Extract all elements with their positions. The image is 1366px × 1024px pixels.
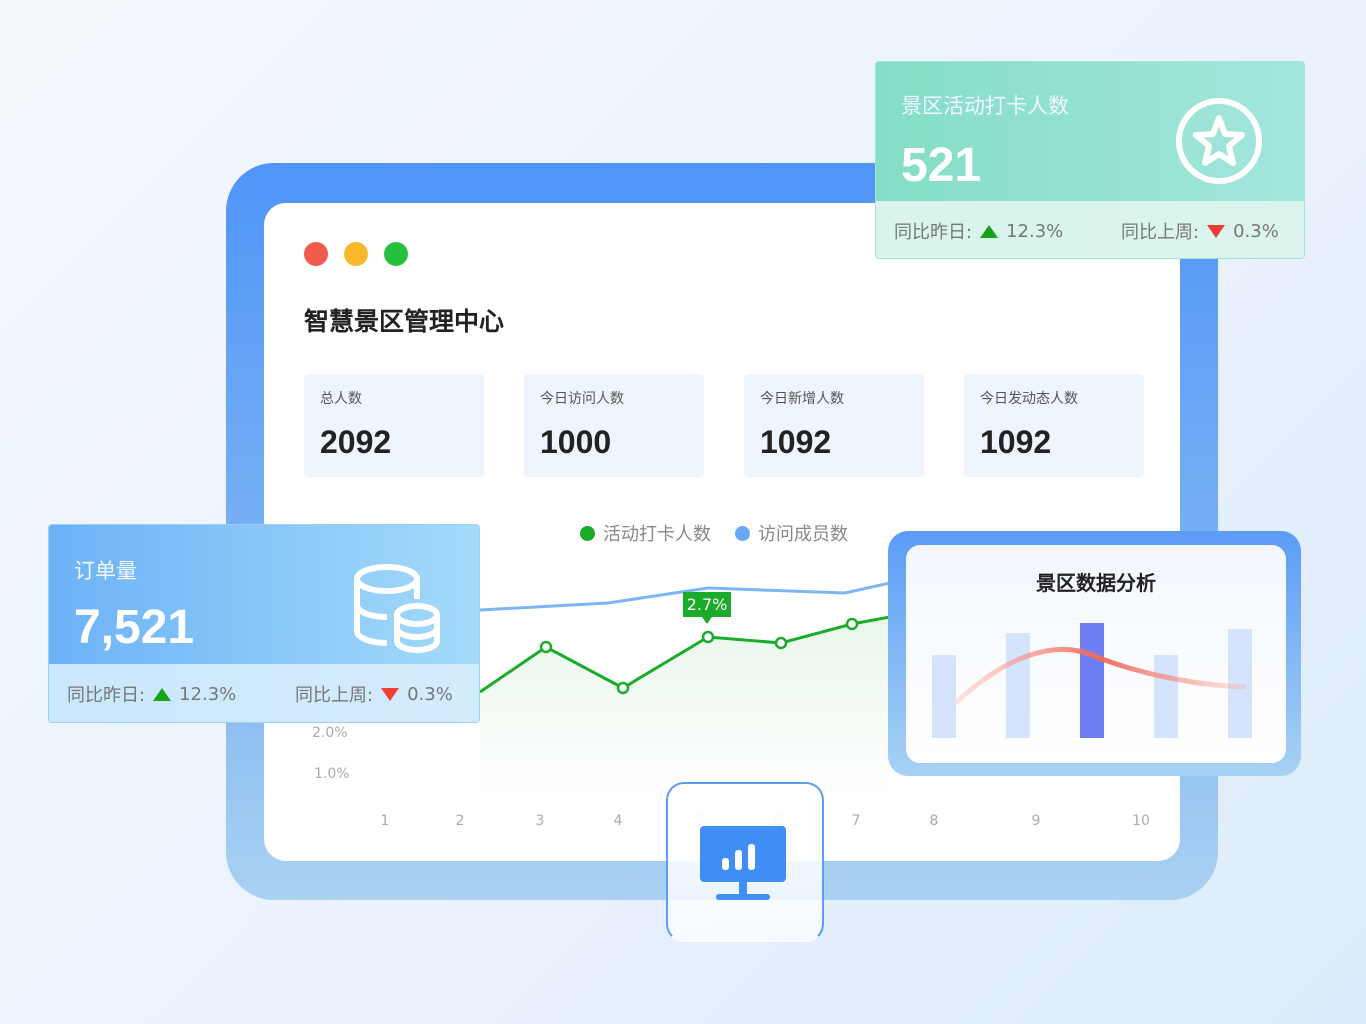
- page-title: 智慧景区管理中心: [304, 307, 505, 336]
- chart-legend: 活动打卡人数 访问成员数: [580, 520, 848, 546]
- y-tick: 2.0%: [312, 725, 348, 741]
- stat-label: 总人数: [320, 391, 362, 407]
- compare-value: 12.3%: [179, 683, 237, 705]
- mini-trend-line: [954, 646, 1247, 705]
- legend-label: 访问成员数: [758, 524, 848, 545]
- data-point: [701, 630, 715, 644]
- x-tick: 7: [852, 813, 861, 829]
- order-value: 7,521: [74, 601, 195, 654]
- stat-posts-today: 今日发动态人数 1092: [964, 374, 1144, 477]
- checkin-yesterday: 同比昨日: 12.3%: [894, 218, 1063, 244]
- x-tick: 3: [536, 813, 545, 829]
- data-point: [774, 636, 788, 650]
- stat-label: 今日访问人数: [540, 391, 624, 407]
- checkin-card: 景区活动打卡人数 521 同比昨日: 12.3% 同比上周: 0.3%: [875, 61, 1305, 259]
- checkin-label: 景区活动打卡人数: [901, 94, 1069, 118]
- y-tick: 1.0%: [314, 766, 350, 782]
- mini-bar: [1154, 655, 1178, 738]
- compare-label: 同比上周:: [1121, 222, 1200, 243]
- stat-visits-today: 今日访问人数 1000: [524, 374, 704, 477]
- checkin-value: 521: [901, 139, 982, 192]
- order-yesterday: 同比昨日: 12.3%: [67, 681, 236, 707]
- x-tick: 2: [456, 813, 465, 829]
- order-footer: 同比昨日: 12.3% 同比上周: 0.3%: [49, 664, 479, 722]
- compare-label: 同比昨日:: [894, 222, 973, 243]
- x-tick: 4: [614, 813, 623, 829]
- checkin-lastweek: 同比上周: 0.3%: [1121, 218, 1279, 244]
- order-lastweek: 同比上周: 0.3%: [295, 681, 453, 707]
- analysis-mini-chart: [932, 623, 1252, 738]
- data-point: [845, 617, 859, 631]
- data-point: [539, 640, 553, 654]
- x-tick: 10: [1132, 813, 1150, 829]
- stat-label: 今日发动态人数: [980, 391, 1078, 407]
- compare-value: 12.3%: [1006, 220, 1064, 242]
- legend-dot-visits: [735, 525, 750, 541]
- stat-label: 今日新增人数: [760, 391, 844, 407]
- window-close-button[interactable]: [304, 242, 328, 266]
- stat-total: 总人数 2092: [304, 374, 484, 477]
- stat-value: 1000: [540, 424, 612, 460]
- arrow-down-icon: [381, 687, 400, 701]
- data-point: [616, 681, 630, 695]
- arrow-up-icon: [980, 224, 999, 238]
- mini-bar: [932, 655, 956, 738]
- checkin-footer: 同比昨日: 12.3% 同比上周: 0.3%: [876, 201, 1304, 258]
- window-minimize-button[interactable]: [344, 242, 368, 266]
- data-label-pointer: [702, 617, 712, 624]
- stat-new-today: 今日新增人数 1092: [744, 374, 924, 477]
- compare-label: 同比上周:: [295, 685, 374, 706]
- stat-value: 1092: [980, 424, 1052, 460]
- monitor-tile: [666, 782, 824, 942]
- compare-value: 0.3%: [407, 683, 453, 705]
- stat-value: 1092: [760, 424, 832, 460]
- analysis-panel: 景区数据分析: [906, 545, 1286, 763]
- data-label: 2.7%: [687, 595, 728, 614]
- legend-dot-checkin: [580, 525, 595, 541]
- mini-bar: [1006, 633, 1030, 738]
- analysis-title: 景区数据分析: [1036, 571, 1156, 595]
- data-label-box: [683, 592, 731, 617]
- compare-label: 同比昨日:: [67, 685, 146, 706]
- x-tick: 8: [930, 813, 939, 829]
- checkin-area: [480, 617, 890, 800]
- legend-label: 活动打卡人数: [603, 524, 711, 545]
- series-line-visits: [479, 581, 891, 612]
- analysis-card: 景区数据分析: [888, 531, 1301, 776]
- order-label: 订单量: [74, 559, 137, 583]
- monitor-chart-icon: [700, 826, 786, 900]
- mini-bar: [1228, 629, 1252, 738]
- stat-value: 2092: [320, 424, 392, 460]
- star-icon: [1176, 98, 1262, 184]
- window-maximize-button[interactable]: [384, 242, 408, 266]
- compare-value: 0.3%: [1233, 220, 1279, 242]
- mini-bar-highlight: [1080, 623, 1104, 738]
- x-tick: 1: [381, 813, 390, 829]
- arrow-down-icon: [1207, 224, 1226, 238]
- database-icon: [354, 564, 440, 653]
- arrow-up-icon: [153, 687, 172, 701]
- x-tick: 9: [1032, 813, 1041, 829]
- order-card: 订单量 7,521 同比昨日: 12.3% 同比上周: 0.3%: [48, 524, 480, 723]
